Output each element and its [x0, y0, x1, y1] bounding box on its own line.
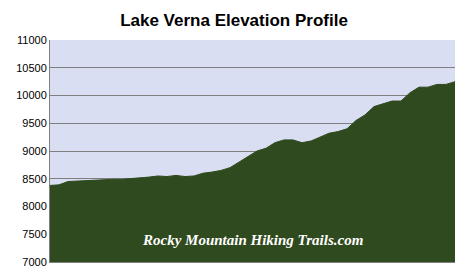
- svg-text:7500: 7500: [22, 228, 46, 240]
- svg-text:8000: 8000: [22, 200, 46, 212]
- svg-text:11000: 11000: [17, 34, 47, 46]
- svg-text:7000: 7000: [22, 256, 46, 268]
- svg-text:9500: 9500: [22, 117, 46, 129]
- svg-text:Lake Verna Elevation Profile: Lake Verna Elevation Profile: [120, 11, 348, 30]
- svg-text:8500: 8500: [22, 173, 46, 185]
- svg-text:9000: 9000: [22, 145, 46, 157]
- svg-text:10000: 10000: [16, 89, 47, 101]
- svg-text:10500: 10500: [16, 62, 47, 74]
- svg-text:Rocky Mountain Hiking Trails.c: Rocky Mountain Hiking Trails.com: [142, 232, 363, 248]
